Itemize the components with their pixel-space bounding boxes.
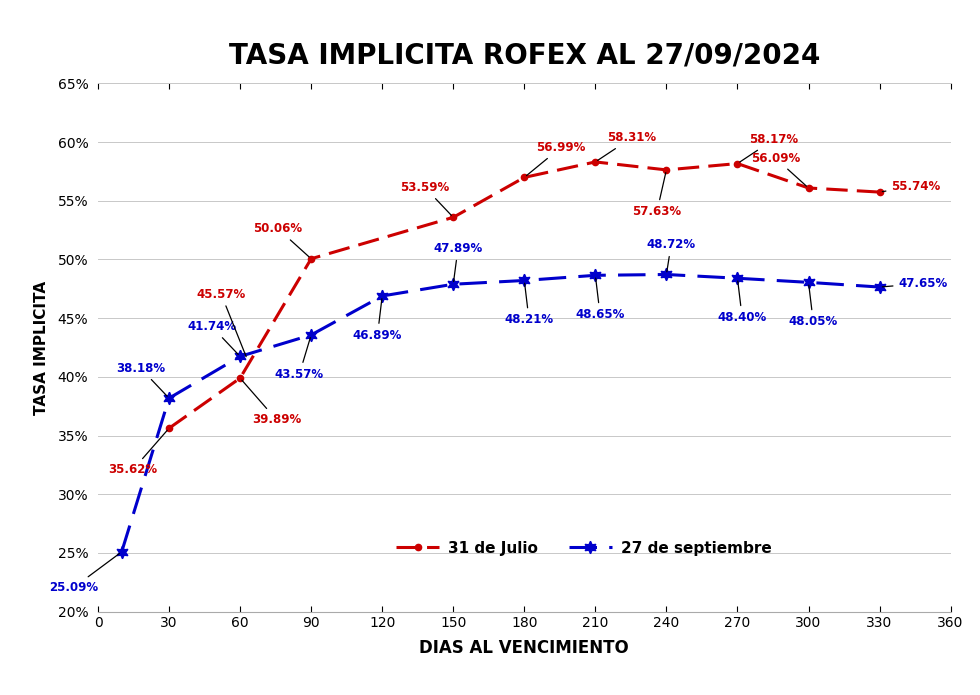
27 de septiembre	[376, 292, 388, 300]
Text: 35.62%: 35.62%	[108, 430, 168, 477]
X-axis label: DIAS AL VENCIMIENTO: DIAS AL VENCIMIENTO	[419, 639, 629, 657]
31 de Julio	[803, 183, 814, 192]
27 de septiembre	[234, 352, 246, 361]
27 de septiembre	[590, 271, 602, 279]
Text: 48.05%: 48.05%	[789, 285, 838, 328]
27 de septiembre	[306, 331, 318, 339]
Text: 41.74%: 41.74%	[187, 320, 238, 354]
31 de Julio	[874, 188, 886, 196]
Text: 58.17%: 58.17%	[740, 133, 799, 162]
Text: 48.65%: 48.65%	[575, 278, 625, 321]
Text: 47.89%: 47.89%	[433, 242, 482, 281]
31 de Julio	[306, 254, 318, 263]
31 de Julio	[661, 165, 672, 174]
Text: 56.99%: 56.99%	[526, 141, 585, 176]
Text: 46.89%: 46.89%	[353, 299, 402, 342]
31 de Julio	[731, 159, 743, 167]
31 de Julio	[590, 158, 602, 166]
31 de Julio	[518, 173, 530, 181]
27 de septiembre	[116, 548, 127, 556]
Text: 55.74%: 55.74%	[882, 180, 941, 193]
Line: 31 de Julio: 31 de Julio	[166, 158, 883, 432]
Text: 48.21%: 48.21%	[505, 284, 554, 327]
Text: 53.59%: 53.59%	[400, 181, 452, 215]
Text: 57.63%: 57.63%	[632, 172, 681, 218]
Text: 48.40%: 48.40%	[717, 281, 766, 324]
27 de septiembre	[803, 278, 814, 286]
Text: 48.72%: 48.72%	[647, 238, 696, 272]
31 de Julio	[163, 424, 174, 432]
27 de septiembre	[518, 277, 530, 285]
Legend: 31 de Julio, 27 de septiembre: 31 de Julio, 27 de septiembre	[390, 534, 777, 562]
Title: TASA IMPLICITA ROFEX AL 27/09/2024: TASA IMPLICITA ROFEX AL 27/09/2024	[228, 42, 820, 70]
27 de septiembre	[731, 274, 743, 282]
Text: 50.06%: 50.06%	[254, 222, 309, 257]
31 de Julio	[447, 213, 459, 222]
Text: 43.57%: 43.57%	[274, 338, 323, 381]
Text: 25.09%: 25.09%	[49, 553, 120, 594]
31 de Julio	[234, 374, 246, 382]
Text: 39.89%: 39.89%	[242, 380, 301, 426]
Text: 47.65%: 47.65%	[882, 277, 948, 290]
Text: 38.18%: 38.18%	[116, 361, 168, 396]
27 de septiembre	[163, 394, 174, 402]
Text: 45.57%: 45.57%	[197, 288, 246, 357]
27 de septiembre	[447, 280, 459, 288]
Line: 27 de septiembre: 27 de septiembre	[116, 268, 886, 558]
Text: 56.09%: 56.09%	[751, 152, 807, 186]
Text: 58.31%: 58.31%	[598, 131, 657, 161]
Y-axis label: TASA IMPLICITA: TASA IMPLICITA	[34, 281, 49, 414]
27 de septiembre	[874, 283, 886, 291]
27 de septiembre	[661, 270, 672, 279]
